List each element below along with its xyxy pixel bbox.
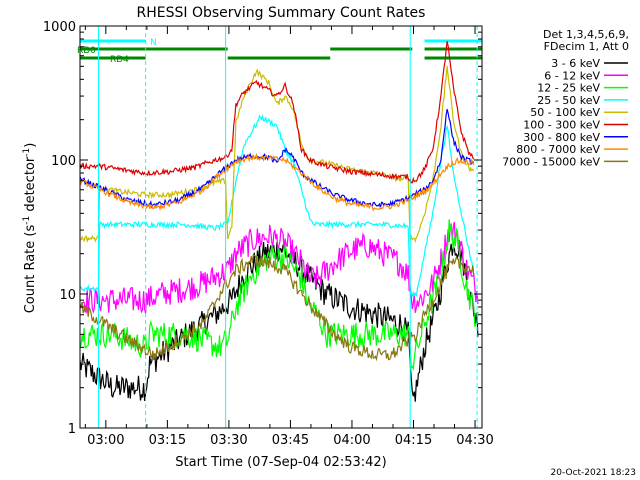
- legend-header-1: FDecim 1, Att 0: [544, 40, 629, 53]
- y-tick-label: 100: [51, 154, 76, 169]
- legend-label-12-25-kev: 12 - 25 keV: [537, 82, 600, 95]
- bar-label-rd4: RD4: [110, 55, 129, 65]
- x-axis-label: Start Time (07-Sep-04 02:53:42): [175, 455, 386, 470]
- y-tick-label: 1: [68, 422, 76, 437]
- y-label-part1: Count Rate (s: [23, 225, 38, 314]
- legend-label-50-100-kev: 50 - 100 keV: [530, 106, 600, 119]
- legend-label-3-6-kev: 3 - 6 keV: [551, 57, 600, 70]
- y-label-part2: detector: [23, 156, 38, 216]
- series-line-12-25-kev: [80, 219, 479, 372]
- legend-label-25-50-kev: 25 - 50 keV: [537, 94, 600, 107]
- y-label-sup2: -1: [22, 148, 32, 157]
- chart-title: RHESSI Observing Summary Count Rates: [137, 5, 426, 21]
- y-label-part3: ): [23, 143, 38, 148]
- x-tick-label: 04:30: [456, 433, 493, 448]
- legend-label-6-12-kev: 6 - 12 keV: [544, 69, 600, 82]
- mode-change-lines: [97, 26, 478, 428]
- legend-header-0: Det 1,3,4,5,6,9,: [543, 28, 629, 41]
- series-line-3-6-kev: [80, 241, 479, 402]
- y-label-sup1: -1: [22, 216, 32, 225]
- legend: Det 1,3,4,5,6,9,FDecim 1, Att 0 3 - 6 keV…: [502, 28, 629, 168]
- series-line-6-12-kev: [80, 221, 479, 315]
- x-tick-label: 03:15: [149, 433, 186, 448]
- bar-label-rd0: RD0: [77, 46, 96, 56]
- y-tick-label: 10: [59, 288, 76, 303]
- bar-label-n: N: [150, 38, 157, 48]
- plot-frame: [79, 25, 483, 429]
- series-line-800-7000-kev: [80, 153, 475, 212]
- x-tick-label: 04:15: [395, 433, 432, 448]
- y-axis-label: Count Rate (s-1 detector-1): [22, 143, 38, 314]
- series-layer: [80, 41, 479, 402]
- legend-label-100-300-kev: 100 - 300 keV: [523, 119, 600, 132]
- x-tick-label: 03:30: [210, 433, 247, 448]
- series-line-50-100-kev: [80, 65, 475, 244]
- x-tick-label: 04:00: [333, 433, 370, 448]
- x-tick-label: 03:00: [87, 433, 124, 448]
- y-axis-ticks: 1 10 100 1000: [43, 20, 482, 437]
- legend-label-800-7000-kev: 800 - 7000 keV: [516, 143, 600, 156]
- x-tick-label: 03:45: [272, 433, 309, 448]
- observing-bars: N RD0 RD4: [77, 38, 482, 65]
- legend-label-7000-15000-kev: 7000 - 15000 keV: [502, 155, 600, 168]
- y-tick-label: 1000: [43, 20, 76, 35]
- legend-label-300-800-kev: 300 - 800 keV: [523, 131, 600, 144]
- x-axis-ticks: 03:00 03:15 03:30 03:45 04:00 04:15 04:30: [84, 26, 494, 448]
- series-line-7000-15000-kev: [80, 253, 475, 362]
- footer-date: 20-Oct-2021 18:23: [551, 468, 636, 478]
